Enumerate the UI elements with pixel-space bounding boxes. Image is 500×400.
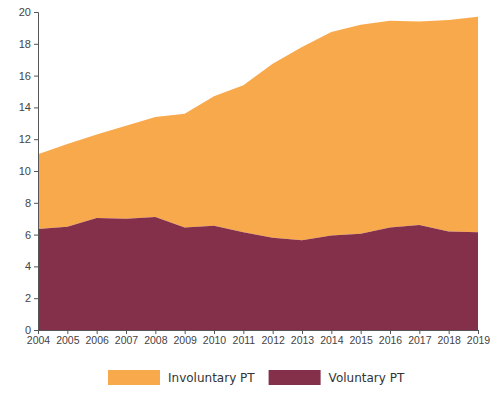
y-tick-mark <box>34 76 38 77</box>
y-tick: 8 <box>25 197 38 209</box>
x-tick: 2016 <box>379 330 403 346</box>
legend-label: Voluntary PT <box>329 371 405 385</box>
x-tick: 2017 <box>408 330 432 346</box>
x-tick-mark <box>331 330 332 334</box>
x-tick-mark <box>185 330 186 334</box>
chart: 0246810121416182020042005200620072008200… <box>0 0 500 400</box>
y-tick-mark <box>34 44 38 45</box>
areas <box>38 17 478 330</box>
y-axis: 02468101214161820 <box>19 6 39 336</box>
x-tick-label: 2017 <box>408 334 432 346</box>
x-tick-mark <box>419 330 420 334</box>
y-tick-label: 8 <box>25 197 31 209</box>
x-tick: 2005 <box>56 330 80 346</box>
x-tick-label: 2009 <box>173 334 197 346</box>
y-tick-mark <box>34 235 38 236</box>
x-tick-label: 2011 <box>233 334 256 346</box>
x-tick: 2018 <box>437 330 461 346</box>
y-tick-label: 2 <box>25 292 31 304</box>
legend: Involuntary PT Voluntary PT <box>108 370 405 385</box>
x-tick: 2010 <box>203 330 227 346</box>
x-tick-label: 2019 <box>467 334 491 346</box>
y-tick: 14 <box>19 101 38 113</box>
x-tick-label: 2013 <box>291 334 315 346</box>
y-tick-label: 10 <box>19 165 31 177</box>
x-tick-mark <box>214 330 215 334</box>
y-tick: 10 <box>19 165 38 177</box>
area <box>38 17 478 240</box>
x-tick-label: 2005 <box>56 334 80 346</box>
x-tick: 2004 <box>27 330 51 346</box>
x-tick-mark <box>273 330 274 334</box>
y-tick-label: 16 <box>19 70 31 82</box>
x-tick: 2008 <box>144 330 168 346</box>
y-tick-mark <box>34 139 38 140</box>
x-tick-mark <box>449 330 450 334</box>
x-tick: 2006 <box>85 330 109 346</box>
x-tick-label: 2015 <box>349 334 373 346</box>
x-tick: 2015 <box>349 330 373 346</box>
y-tick-mark <box>34 203 38 204</box>
y-axis-line <box>34 13 39 331</box>
plot: 0246810121416182020042005200620072008200… <box>19 6 491 346</box>
x-tick: 2012 <box>261 330 285 346</box>
y-tick-label: 4 <box>25 260 31 272</box>
x-tick: 2011 <box>233 330 256 346</box>
x-tick: 2007 <box>115 330 139 346</box>
x-tick-label: 2018 <box>437 334 461 346</box>
x-tick-label: 2016 <box>379 334 403 346</box>
legend-swatch <box>269 370 321 385</box>
y-tick: 20 <box>19 6 38 18</box>
x-tick-mark <box>302 330 303 334</box>
legend-swatch <box>108 370 160 385</box>
legend-item: Involuntary PT <box>108 370 255 385</box>
y-tick: 12 <box>19 133 38 145</box>
x-tick-mark <box>243 330 244 334</box>
y-tick-label: 6 <box>25 229 31 241</box>
x-tick-label: 2010 <box>203 334 227 346</box>
x-axis: 2004 2005 2006 2007 2008 2009 2010 2011 2012 2013… <box>27 330 491 346</box>
y-tick-label: 12 <box>19 133 31 145</box>
x-tick: 2009 <box>173 330 197 346</box>
x-tick-mark <box>390 330 391 334</box>
y-tick-mark <box>34 330 38 331</box>
y-tick: 6 <box>25 229 38 241</box>
x-tick: 2014 <box>320 330 344 346</box>
x-tick-mark <box>478 330 479 334</box>
area <box>38 217 478 330</box>
y-tick-label: 20 <box>19 6 31 18</box>
x-tick: 2019 <box>467 330 491 346</box>
x-tick-label: 2012 <box>261 334 285 346</box>
y-tick-mark <box>34 107 38 108</box>
x-tick-label: 2008 <box>144 334 168 346</box>
x-tick-mark <box>38 330 39 334</box>
x-tick-mark <box>361 330 362 334</box>
y-tick-mark <box>34 298 38 299</box>
x-tick-label: 2007 <box>115 334 139 346</box>
y-tick: 2 <box>25 292 38 304</box>
x-tick-mark <box>126 330 127 334</box>
y-tick: 16 <box>19 70 38 82</box>
y-tick: 4 <box>25 260 38 272</box>
y-tick-mark <box>34 171 38 172</box>
x-tick-label: 2004 <box>27 334 51 346</box>
y-tick-label: 14 <box>19 101 31 113</box>
legend-item: Voluntary PT <box>269 370 405 385</box>
x-tick-mark <box>97 330 98 334</box>
y-tick: 18 <box>19 38 38 50</box>
legend-label: Involuntary PT <box>168 371 255 385</box>
y-tick-label: 18 <box>19 38 31 50</box>
x-tick-label: 2006 <box>85 334 109 346</box>
x-tick-mark <box>155 330 156 334</box>
y-tick-mark <box>34 266 38 267</box>
y-tick-mark <box>34 12 38 13</box>
x-tick-mark <box>67 330 68 334</box>
x-tick-label: 2014 <box>320 334 344 346</box>
x-tick: 2013 <box>291 330 315 346</box>
